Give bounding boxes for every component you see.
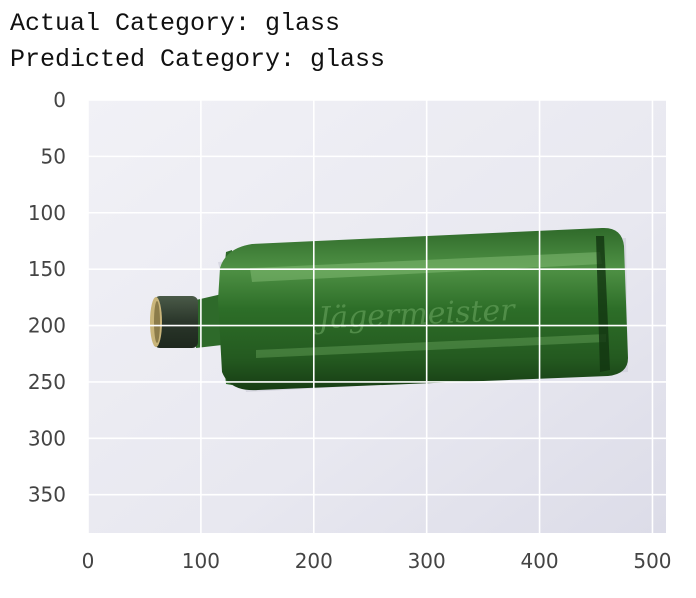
y-tick-label: 250 [28,370,66,394]
bottle-highlight-lower [256,334,606,358]
x-tick-label: 100 [182,549,220,573]
y-tick-label: 300 [28,426,66,450]
y-tick-label: 350 [28,483,66,507]
y-tick-label: 100 [28,201,66,225]
predicted-category-text: Predicted Category: glass [10,45,386,74]
actual-category-text: Actual Category: glass [10,9,341,38]
bottle-embossed-text: Jägermeister [311,293,516,337]
x-tick-label: 300 [408,549,446,573]
x-tick-label: 400 [520,549,558,573]
photo-image: Jägermeister [88,100,666,533]
grid-lines [87,99,666,533]
x-tick-label: 0 [82,549,95,573]
bottle-cap-ring-inner [154,301,160,343]
y-tick-label: 200 [28,314,66,338]
x-tick-label: 200 [295,549,333,573]
bottle-cap [154,296,198,348]
x-axis-ticks: 0 100 200 300 400 500 [82,549,672,573]
y-tick-label: 0 [53,88,66,112]
y-axis-ticks: 0 50 100 150 200 250 300 350 [28,88,66,507]
y-tick-label: 50 [41,144,66,168]
bottle-edge [596,236,610,372]
x-tick-label: 500 [633,549,671,573]
y-tick-label: 150 [28,257,66,281]
